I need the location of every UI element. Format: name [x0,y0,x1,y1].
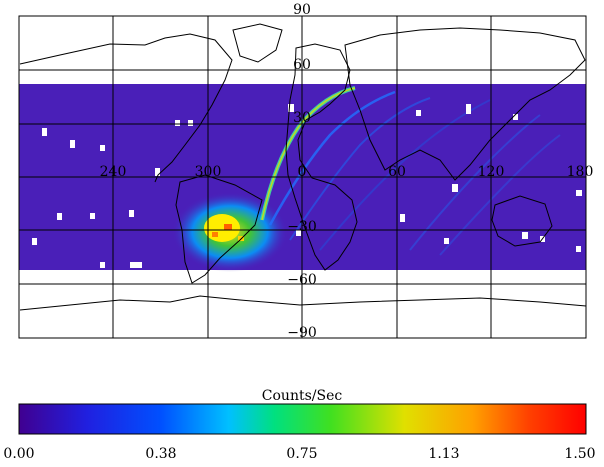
colorbar-title: Counts/Sec [262,388,343,404]
colorbar-tick-4: 1.50 [564,446,595,462]
lon-label-0: 0 [298,164,307,180]
lon-label-120: 120 [478,164,505,180]
lat-label-60n: 60 [293,57,311,73]
belt-arc-eastern [439,134,561,256]
belt-arc-main-core [261,87,356,221]
colorbar [18,403,587,435]
map-frame [18,15,587,339]
belt-arc-secondary [268,90,396,226]
saa-hot-pixel [212,232,218,237]
colorbar-tick-1: 0.38 [145,446,176,462]
lat-label-90n: 90 [293,2,311,18]
graticule [19,16,586,338]
colorbar-tick-2: 0.75 [286,446,317,462]
north-america-coast [19,33,233,183]
belt-arc-secondary [289,97,431,241]
lon-label-180: 180 [567,164,594,180]
asia-coast [344,27,586,181]
australia-coast [491,195,553,247]
lat-label-0: 0 [298,164,307,180]
lat-label-90s: −90 [287,325,317,341]
lon-label-60: 60 [388,164,406,180]
lon-label-300: 300 [195,164,222,180]
europe-africa-coast [285,43,358,271]
saa-core [204,214,240,242]
lat-label-60s: −60 [287,272,317,288]
colorbar-tick-0: 0.00 [3,446,34,462]
greenland-coast [232,23,283,63]
lon-label-240: 240 [100,164,127,180]
lat-label-30n: 30 [293,110,311,126]
antarctica-coast [19,295,587,311]
belt-arc-eastern [409,114,541,251]
saa-hot-pixel [224,224,232,230]
lat-label-30s: −30 [287,219,317,235]
colorbar-tick-3: 1.13 [428,446,459,462]
data-gaps [32,104,582,268]
